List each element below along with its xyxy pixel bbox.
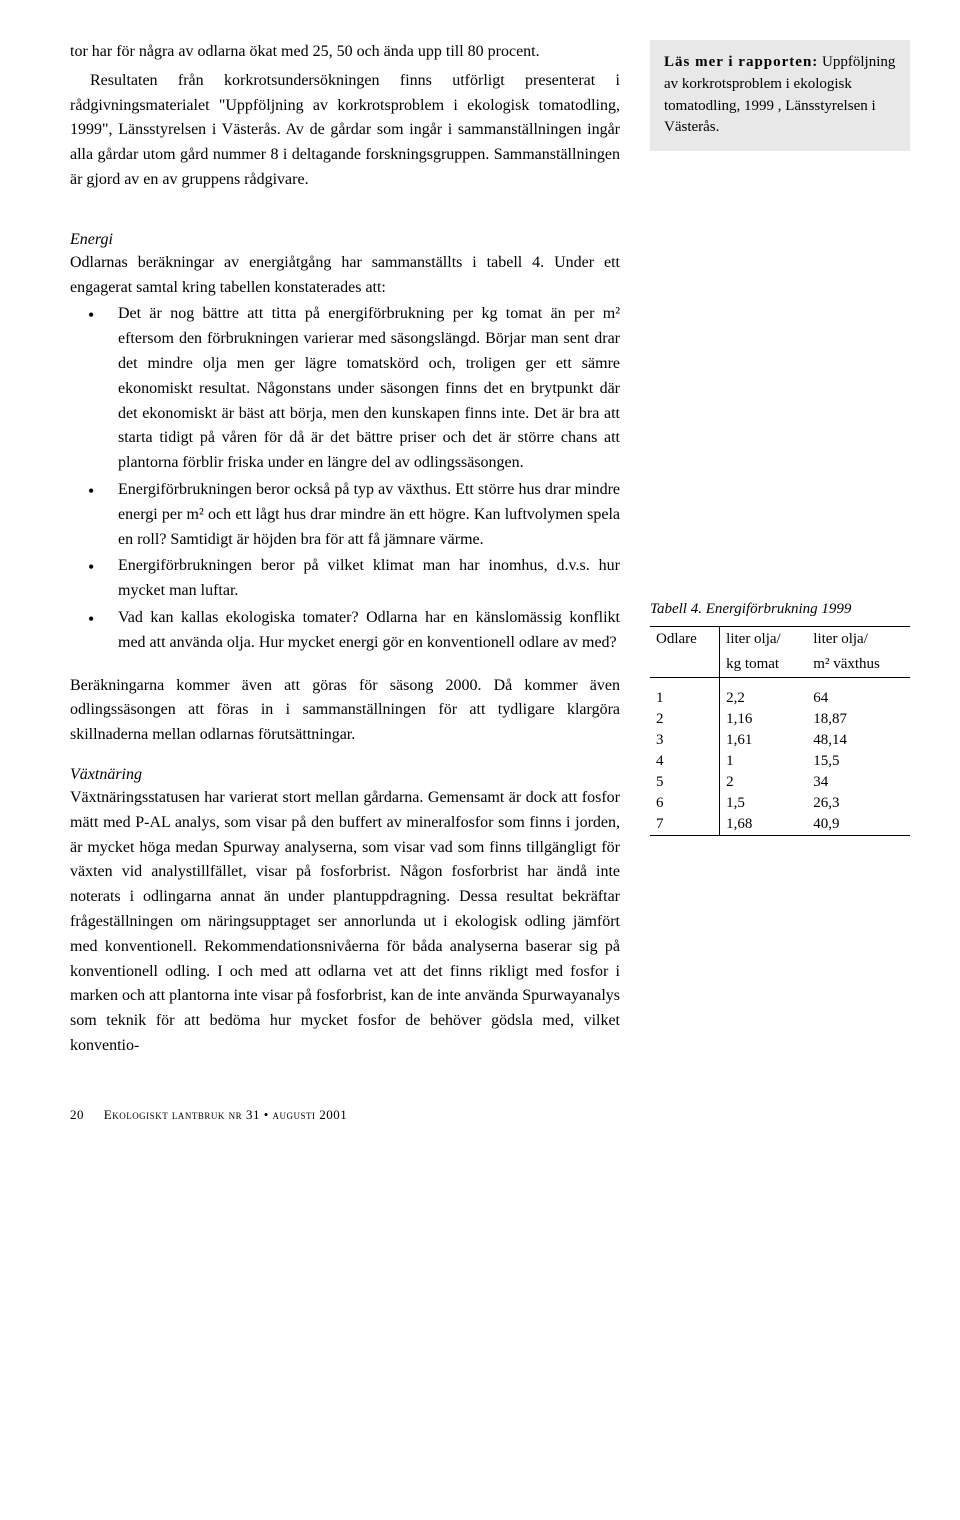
vaxtnaring-heading: Växtnäring [70,766,620,784]
t4-h-c2a: liter olja/ [720,626,808,652]
t4r5c3: 34 [807,772,910,793]
energi-intro: Odlarnas beräkningar av energiåtgång har… [70,251,620,301]
table4: Odlare liter olja/ liter olja/ kg tomat … [650,626,910,836]
t4r7c1: 7 [650,814,720,836]
t4r3c1: 3 [650,730,720,751]
sidebar-title: Läs mer i rapporten: [664,54,818,70]
table4-caption: Tabell 4. Energiförbrukning 1999 [650,601,910,618]
page-number: 20 [70,1107,100,1123]
energi-after: Beräkningarna kommer även att göras för … [70,674,620,748]
t4r2c3: 18,87 [807,709,910,730]
t4r4c2: 1 [720,751,808,772]
t4r2c2: 1,16 [720,709,808,730]
t4-h-c3b: m² växthus [807,652,910,678]
table4-wrap: Tabell 4. Energiförbrukning 1999 Odlare … [650,601,910,836]
page-footer: 20 Ekologiskt lantbruk nr 31 • augusti 2… [70,1107,910,1123]
t4-h-c1: Odlare [650,626,720,652]
t4r1c3: 64 [807,677,910,709]
t4r1c1: 1 [650,677,720,709]
t4r6c3: 26,3 [807,793,910,814]
intro-text-1: tor har för några av odlarna ökat med 25… [70,43,540,60]
t4r7c2: 1,68 [720,814,808,836]
energi-bullet-3: Energiförbrukningen beror på vilket klim… [70,554,620,604]
intro-para2: Resultaten från korkrotsundersökningen f… [70,69,620,193]
t4r4c3: 15,5 [807,751,910,772]
energi-heading: Energi [70,231,620,249]
t4r5c1: 5 [650,772,720,793]
footer-text: Ekologiskt lantbruk nr 31 • augusti 2001 [104,1107,348,1122]
energi-bullet-2: Energiförbrukningen beror också på typ a… [70,478,620,552]
intro-para: tor har för några av odlarna ökat med 25… [70,40,620,65]
t4r4c1: 4 [650,751,720,772]
energi-bullet-1: Det är nog bättre att titta på energiför… [70,302,620,476]
t4r5c2: 2 [720,772,808,793]
t4-h-c2b: kg tomat [720,652,808,678]
t4r7c3: 40,9 [807,814,910,836]
t4r3c2: 1,61 [720,730,808,751]
sidebar-read-more: Läs mer i rapporten: Uppföljning av kork… [650,40,910,151]
energi-bullet-4: Vad kan kallas ekologiska tomater? Odlar… [70,606,620,656]
vaxtnaring-text: Växtnäringsstatusen har varierat stort m… [70,786,620,1059]
t4r6c2: 1,5 [720,793,808,814]
t4r1c2: 2,2 [720,677,808,709]
t4r6c1: 6 [650,793,720,814]
t4r2c1: 2 [650,709,720,730]
energi-bullets: Det är nog bättre att titta på energiför… [70,302,620,655]
t4r3c3: 48,14 [807,730,910,751]
t4-h-c3a: liter olja/ [807,626,910,652]
